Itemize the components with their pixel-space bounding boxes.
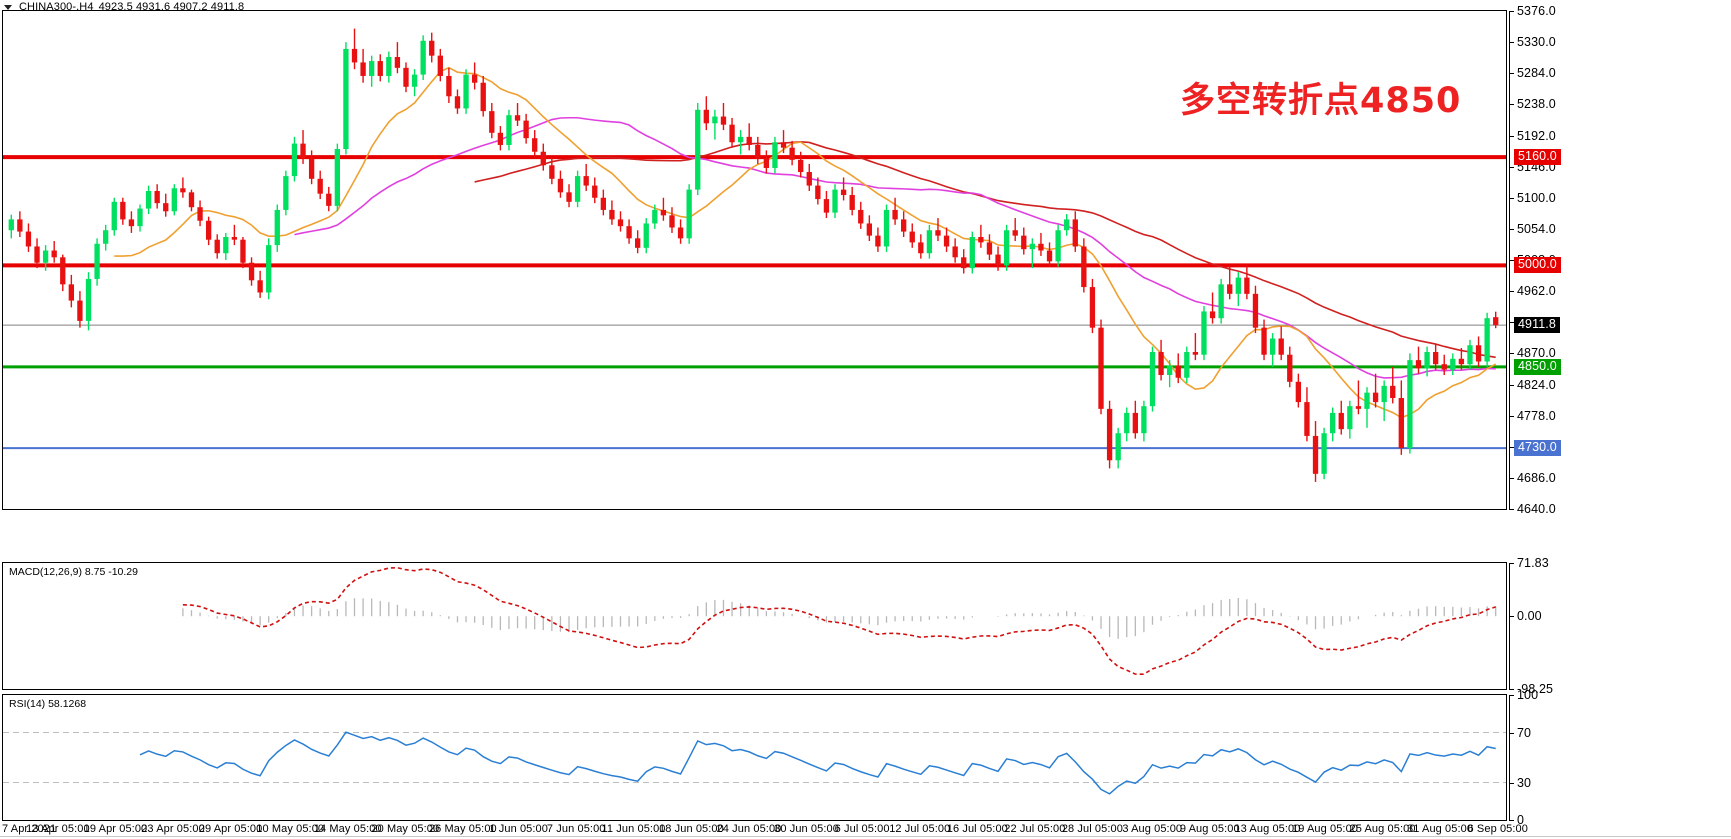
axis-tick bbox=[1509, 563, 1514, 564]
price-axis-tick-label: 5330.0 bbox=[1517, 35, 1556, 49]
price-panel[interactable] bbox=[2, 10, 1507, 510]
axis-tick bbox=[1509, 447, 1514, 448]
date-axis-label: 29 Apr 05:00 bbox=[198, 823, 263, 835]
date-axis-label: 1 Jun 05:00 bbox=[489, 823, 548, 835]
date-axis-label: 20 May 05:00 bbox=[371, 823, 440, 835]
date-axis-label: 30 Jun 05:00 bbox=[774, 823, 839, 835]
axis-tick bbox=[1509, 733, 1514, 734]
axis-tick bbox=[1509, 689, 1514, 690]
axis-tick bbox=[1509, 73, 1514, 74]
date-axis-label: 13 Aug 05:00 bbox=[1234, 823, 1301, 835]
axis-tick bbox=[1509, 11, 1514, 12]
rsi-panel[interactable]: RSI(14) 58.1268 bbox=[2, 694, 1507, 821]
date-axis-label: 6 Jul 05:00 bbox=[834, 823, 890, 835]
date-axis-label: 3 Aug 05:00 bbox=[1122, 823, 1183, 835]
date-axis-label: 22 Jul 05:00 bbox=[1004, 823, 1066, 835]
price-level-tag-last-price[interactable]: 4911.8 bbox=[1514, 317, 1560, 334]
axis-spine bbox=[1509, 695, 1510, 820]
date-axis-label: 9 Aug 05:00 bbox=[1179, 823, 1240, 835]
axis-tick bbox=[1509, 820, 1514, 821]
date-axis-label: 16 Jul 05:00 bbox=[946, 823, 1008, 835]
price-axis-tick-label: 5054.0 bbox=[1517, 222, 1556, 236]
price-axis-tick-label: 5238.0 bbox=[1517, 97, 1556, 111]
date-axis-label: 7 Apr 2021 bbox=[2, 823, 57, 835]
axis-tick bbox=[1509, 695, 1514, 696]
price-axis-tick-label: 5284.0 bbox=[1517, 66, 1556, 80]
axis-tick bbox=[1509, 478, 1514, 479]
chart-annotation-text: 多空转折点4850 bbox=[1180, 81, 1462, 121]
date-axis-label: 19 Apr 05:00 bbox=[83, 823, 148, 835]
axis-tick bbox=[1509, 260, 1514, 261]
date-axis: 7 Apr 2021 13 Apr 05:00 19 Apr 05:00 23 Apr… bbox=[0, 823, 1731, 839]
macd-axis-tick-label: 71.83 bbox=[1517, 556, 1549, 570]
price-axis-tick-label: 5376.0 bbox=[1517, 4, 1556, 18]
macd-axis-tick-label: -98.25 bbox=[1517, 682, 1554, 696]
date-axis-label: 24 Jun 05:00 bbox=[716, 823, 782, 835]
axis-tick bbox=[1509, 783, 1514, 784]
rsi-axis-tick-label: 30 bbox=[1517, 776, 1532, 790]
date-axis-label: 7 Jun 05:00 bbox=[546, 823, 606, 835]
date-axis-label: 10 May 05:00 bbox=[256, 823, 325, 835]
footer-divider bbox=[0, 836, 1731, 837]
date-axis-label: 19 Aug 05:00 bbox=[1291, 823, 1359, 835]
axis-spine bbox=[1509, 563, 1510, 689]
date-axis-label: 11 Jun 05:00 bbox=[601, 823, 666, 835]
axis-tick bbox=[1509, 136, 1514, 137]
price-axis-tick-label: 5192.0 bbox=[1517, 129, 1556, 143]
price-axis-tick-label: 4870.0 bbox=[1517, 346, 1556, 360]
price-axis-tick-label: 4686.0 bbox=[1517, 471, 1556, 485]
macd-plot[interactable] bbox=[3, 563, 1506, 689]
price-axis-tick-label: 4962.0 bbox=[1517, 284, 1556, 298]
macd-panel[interactable]: MACD(12,26,9) 8.75 -10.29 bbox=[2, 562, 1507, 690]
price-level-tag-pivot[interactable]: 4850.0 bbox=[1514, 358, 1561, 375]
rsi-axis-tick-label: 70 bbox=[1517, 726, 1532, 740]
date-axis-label: 6 Sep 05:00 bbox=[1467, 823, 1528, 835]
axis-tick bbox=[1509, 322, 1514, 323]
price-level-tag-resistance[interactable]: 5000.0 bbox=[1514, 257, 1561, 274]
axis-tick bbox=[1509, 167, 1514, 168]
date-axis-label: 23 Apr 05:00 bbox=[141, 823, 205, 835]
rsi-label: RSI(14) 58.1268 bbox=[8, 698, 88, 710]
axis-tick bbox=[1509, 291, 1514, 292]
date-axis-label: 12 Jul 05:00 bbox=[889, 823, 951, 835]
macd-label: MACD(12,26,9) 8.75 -10.29 bbox=[8, 566, 139, 578]
date-axis-label: 26 May 05:00 bbox=[428, 823, 497, 835]
rsi-plot[interactable] bbox=[3, 695, 1506, 820]
date-axis-label: 14 May 05:00 bbox=[313, 823, 382, 835]
axis-tick bbox=[1509, 416, 1514, 417]
rsi-axis-tick-label: 0 bbox=[1517, 813, 1525, 827]
date-axis-label: 31 Aug 05:00 bbox=[1407, 823, 1474, 835]
date-axis-label: 18 Jun 05:00 bbox=[659, 823, 724, 835]
price-level-tag-resistance[interactable]: 5160.0 bbox=[1514, 149, 1561, 166]
price-axis-tick-label: 4824.0 bbox=[1517, 378, 1556, 392]
date-axis-label: 13 Apr 05:00 bbox=[26, 823, 90, 835]
date-axis-label: 28 Jul 05:00 bbox=[1061, 823, 1123, 835]
axis-tick bbox=[1509, 509, 1514, 510]
macd-axis-tick-label: 0.00 bbox=[1517, 609, 1542, 624]
axis-tick bbox=[1509, 229, 1514, 230]
price-axis-tick-label: 5100.0 bbox=[1517, 191, 1556, 205]
right-price-axis[interactable]: 5376.0 5330.0 5284.0 5238.0 5192.0 5146.0 5100… bbox=[1509, 0, 1729, 839]
axis-tick bbox=[1509, 616, 1514, 618]
axis-tick bbox=[1509, 104, 1514, 105]
axis-tick bbox=[1509, 42, 1514, 43]
price-plot[interactable] bbox=[3, 11, 1506, 509]
price-axis-tick-label: 4778.0 bbox=[1517, 409, 1556, 423]
price-axis-tick-label: 4640.0 bbox=[1517, 502, 1556, 516]
chevron-down-icon[interactable] bbox=[4, 4, 12, 10]
axis-tick bbox=[1509, 198, 1514, 199]
rsi-axis-tick-label: 100 bbox=[1517, 688, 1539, 702]
axis-tick bbox=[1509, 353, 1514, 354]
price-level-tag-support[interactable]: 4730.0 bbox=[1514, 440, 1561, 457]
date-axis-label: 25 Aug 05:00 bbox=[1349, 823, 1416, 835]
axis-tick bbox=[1509, 385, 1514, 386]
